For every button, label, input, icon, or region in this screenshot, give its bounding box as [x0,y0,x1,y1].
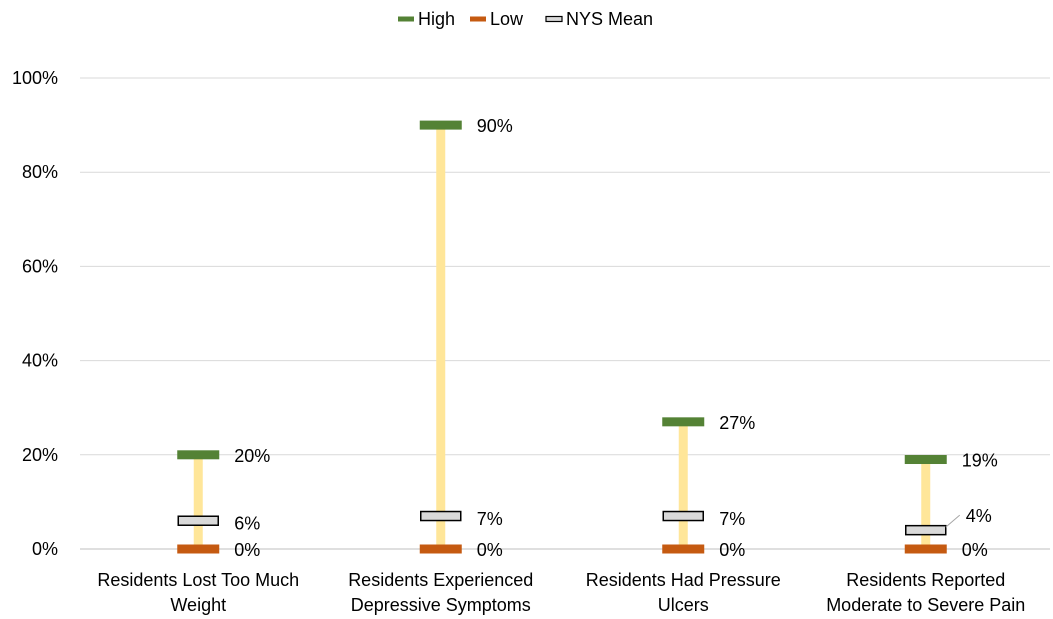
mean-data-label: 6% [234,514,260,534]
low-marker [904,544,947,554]
high-marker [419,120,462,130]
y-tick-label: 40% [22,351,58,371]
mean-data-label: 4% [966,506,992,526]
low-data-label: 0% [719,540,745,560]
mean-marker [420,510,462,522]
legend-label: Low [490,9,524,29]
high-data-label: 19% [962,451,998,471]
low-marker [177,544,220,554]
category-label: Moderate to Severe Pain [826,595,1025,615]
y-axis: 0% 20% 40% 60% 80% 100% [12,68,58,559]
low-data-label: 0% [234,540,260,560]
y-tick-label: 0% [32,539,58,559]
low-data-label: 0% [962,540,988,560]
high-data-label: 27% [719,413,755,433]
plot-area: 20% 0% 6% 90% 0% 7% 27% 0% 7% 19% 0% 4% [177,116,998,560]
high-marker [662,417,705,427]
mean-marker [177,515,219,526]
legend-label: High [418,9,455,29]
range-bar [193,454,203,549]
leader-line [945,514,961,528]
legend-swatch [398,16,414,22]
low-marker [419,544,462,554]
mean-marker [905,524,947,536]
category-label: Residents Reported [846,570,1005,590]
high-data-label: 20% [234,446,270,466]
mean-data-label: 7% [477,509,503,529]
range-bar [678,421,688,549]
legend-swatch [545,15,563,23]
high-marker [904,455,947,465]
gridlines [80,77,1050,550]
high-data-label: 90% [477,116,513,136]
category-label: Ulcers [658,595,709,615]
y-tick-label: 60% [22,256,58,276]
mean-data-label: 7% [719,509,745,529]
range-bar [921,459,931,549]
mean-marker [662,510,704,522]
y-tick-label: 80% [22,162,58,182]
y-tick-label: 20% [22,445,58,465]
legend-swatch [470,16,486,22]
low-marker [662,544,705,554]
legend: High Low NYS Mean [398,9,653,29]
category-label: Residents Lost Too Much [97,570,299,590]
y-tick-label: 100% [12,68,58,88]
low-data-label: 0% [477,540,503,560]
category-label: Weight [170,595,226,615]
legend-label: NYS Mean [566,9,653,29]
category-label: Depressive Symptoms [351,595,531,615]
range-bar [436,125,446,549]
category-label: Residents Experienced [348,570,533,590]
high-marker [177,450,220,460]
x-axis: Residents Lost Too Much Weight Residents E… [97,570,1025,615]
category-label: Residents Had Pressure [586,570,781,590]
